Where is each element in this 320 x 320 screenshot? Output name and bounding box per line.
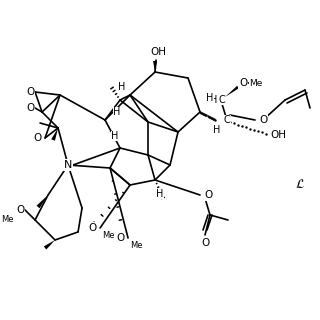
Polygon shape (36, 195, 48, 208)
Text: O: O (204, 190, 212, 200)
Text: Me: Me (1, 215, 13, 225)
Text: H: H (111, 131, 119, 141)
Polygon shape (44, 240, 55, 250)
Text: H: H (118, 82, 126, 92)
Text: OH: OH (150, 47, 166, 57)
Text: O: O (26, 87, 34, 97)
Text: H: H (156, 189, 164, 199)
Text: C: C (219, 95, 225, 105)
Text: Me: Me (249, 78, 263, 87)
Text: O: O (239, 78, 247, 88)
Text: O: O (116, 233, 124, 243)
Polygon shape (51, 128, 58, 141)
Text: O: O (201, 238, 209, 248)
Text: O: O (16, 205, 24, 215)
Text: H: H (210, 95, 218, 105)
Text: O: O (33, 133, 41, 143)
Polygon shape (153, 61, 157, 72)
Text: $\mathcal{L}$: $\mathcal{L}$ (295, 179, 305, 191)
Text: C: C (224, 115, 230, 125)
Text: H: H (206, 93, 214, 103)
Text: O: O (26, 103, 34, 113)
Text: Me: Me (130, 242, 142, 251)
Text: H: H (213, 125, 221, 135)
Text: OH: OH (270, 130, 286, 140)
Text: N: N (64, 160, 72, 170)
Polygon shape (225, 86, 239, 97)
Text: Me: Me (102, 231, 114, 241)
Text: H: H (113, 107, 121, 117)
Text: O: O (88, 223, 96, 233)
Text: O: O (259, 115, 267, 125)
